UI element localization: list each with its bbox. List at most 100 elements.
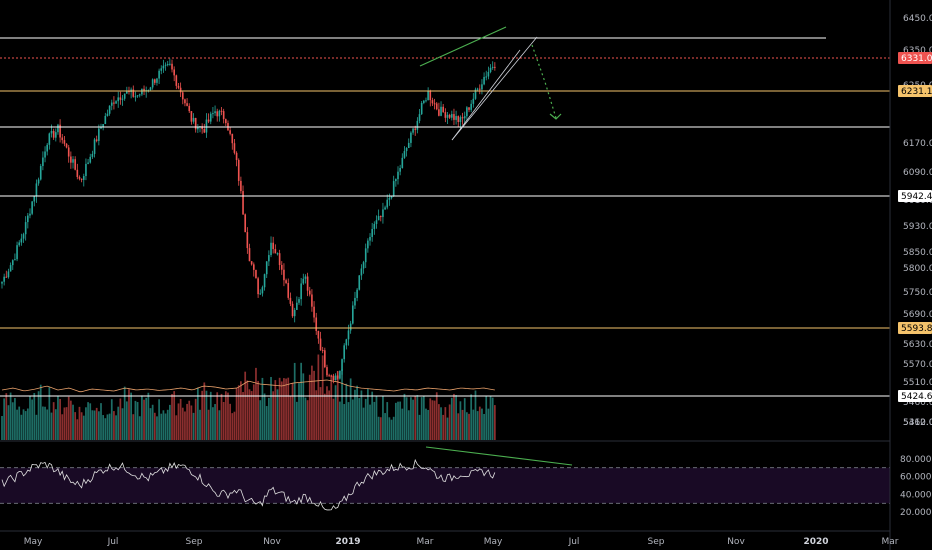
candle-body	[138, 94, 141, 96]
candle-body	[433, 103, 436, 105]
volume-bar	[39, 384, 42, 440]
volume-bar	[181, 407, 184, 440]
price-tick-label: 5460.0	[903, 398, 932, 408]
price-label-badge	[898, 190, 932, 202]
volume-bar	[420, 397, 423, 440]
volume-bar	[145, 397, 148, 440]
volume-bar	[293, 362, 296, 440]
volume-bar	[349, 378, 352, 440]
candle-body	[52, 130, 55, 138]
volume-bar	[188, 400, 191, 440]
volume-bar	[323, 393, 326, 440]
volume-bar	[397, 401, 399, 440]
candle-body	[95, 139, 98, 141]
candle-body	[177, 85, 180, 88]
volume-bar	[478, 406, 481, 440]
volume-bar	[3, 398, 6, 440]
volume-bar	[65, 407, 68, 440]
volume-bar	[50, 412, 53, 440]
candle-body	[197, 127, 199, 130]
volume-bar	[158, 399, 160, 440]
candle-body	[343, 345, 346, 360]
candle-body	[274, 249, 277, 254]
candle-body	[87, 162, 89, 164]
candle-body	[106, 113, 109, 116]
candle-body	[255, 269, 257, 279]
candle-body	[18, 242, 21, 246]
channel-upper	[451, 36, 538, 141]
candle-body	[425, 100, 427, 102]
volume-bar	[138, 416, 141, 440]
candle-body	[382, 209, 384, 218]
volume-bar	[80, 412, 83, 440]
volume-bar	[119, 398, 122, 440]
volume-bar	[291, 383, 294, 440]
candle-body	[115, 101, 117, 104]
candle-body	[474, 89, 477, 99]
volume-bar	[184, 411, 186, 440]
candle-body	[85, 163, 87, 177]
candle-body	[364, 248, 367, 263]
candle-body	[347, 330, 350, 340]
volume-bar	[26, 408, 29, 440]
volume-bar	[72, 404, 74, 440]
volume-bar	[326, 386, 328, 440]
volume-bar	[115, 415, 117, 440]
candle-body	[268, 255, 270, 262]
volume-bar	[160, 413, 163, 440]
volume-bar	[356, 385, 358, 440]
volume-bar	[285, 378, 287, 440]
volume-ma-line	[1, 379, 495, 393]
candle-body	[405, 148, 408, 152]
volume-bar	[268, 397, 270, 440]
volume-bar	[22, 409, 25, 440]
volume-bar	[93, 410, 96, 440]
volume-bar	[321, 355, 324, 440]
price-tick-label: 5510.0	[903, 378, 932, 388]
candle-body	[485, 76, 488, 78]
candle-body	[67, 147, 70, 157]
volume-bar	[263, 393, 266, 440]
volume-bar	[224, 391, 227, 440]
candle-body	[412, 128, 414, 133]
volume-bar	[280, 381, 283, 440]
volume-bar	[407, 410, 410, 440]
volume-bar	[435, 392, 438, 440]
volume-bar	[48, 387, 51, 440]
candle-body	[334, 375, 337, 381]
drawings-layer[interactable]	[0, 26, 890, 397]
candle-body	[93, 139, 96, 154]
candle-body	[24, 222, 27, 235]
candle-body	[218, 110, 221, 117]
candle-body	[487, 71, 490, 77]
volume-bar	[459, 401, 462, 440]
price-axis[interactable]: 6450.06350.06250.06170.06090.06010.05930…	[889, 0, 932, 550]
volume-bar	[255, 367, 257, 440]
volume-bar	[134, 400, 137, 440]
candle-body	[319, 338, 322, 351]
volume-bar	[1, 416, 3, 440]
volume-bar	[250, 391, 253, 440]
volume-bar	[491, 397, 494, 440]
volume-bar	[382, 396, 384, 440]
time-axis[interactable]: May Jul Sep Nov 2019 Mar May Jul Sep Nov 2020 Mar	[24, 537, 899, 547]
candle-body	[231, 133, 234, 144]
candle-body	[315, 317, 318, 331]
arrow-head	[549, 113, 562, 120]
volume-bar	[201, 390, 204, 440]
candle-body	[442, 106, 445, 113]
candle-body	[270, 242, 272, 256]
candle-body	[171, 63, 173, 70]
volume-bar	[192, 412, 195, 440]
candle-body	[293, 309, 296, 317]
candle-body	[278, 253, 281, 266]
candle-body	[20, 238, 23, 243]
candle-body	[186, 103, 188, 106]
price-tick-label: 6350.0	[903, 46, 932, 56]
volume-bar	[358, 398, 361, 440]
candle-body	[332, 375, 335, 381]
candle-body	[235, 152, 238, 160]
volume-bar	[319, 387, 322, 440]
volume-bar	[78, 406, 81, 440]
